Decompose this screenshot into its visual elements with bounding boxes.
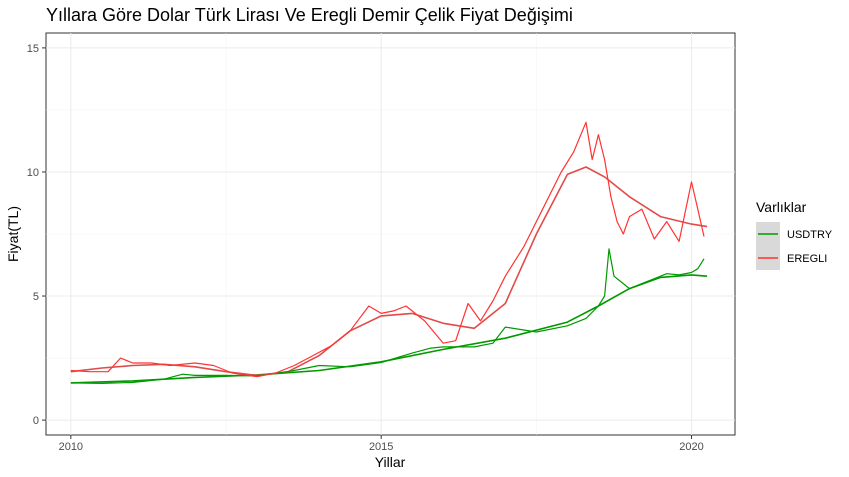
y-tick-label: 10 (27, 167, 39, 179)
x-tick-label: 2010 (59, 441, 83, 453)
chart-title: Yıllara Göre Dolar Türk Lirası Ve Eregli… (46, 5, 573, 25)
legend: Varlıklar USDTRY EREGLI (756, 199, 833, 270)
trend-line (70, 166, 708, 377)
y-tick-label: 0 (33, 415, 39, 427)
tick-layer: 2010 2015 2020 0 5 10 15 (27, 43, 704, 453)
x-axis-title: Yillar (375, 454, 406, 470)
x-tick-label: 2015 (369, 441, 393, 453)
legend-title: Varlıklar (756, 199, 807, 215)
series-line-eregli (70, 121, 705, 378)
y-tick-label: 5 (33, 291, 39, 303)
y-tick-label: 15 (27, 43, 39, 55)
series-layer (70, 121, 705, 384)
series-line-usdtry (70, 248, 705, 384)
grid-layer (46, 33, 735, 435)
legend-label-usdtry: USDTRY (787, 229, 833, 241)
x-tick-label: 2020 (679, 441, 703, 453)
trend-line (70, 274, 708, 384)
legend-label-eregli: EREGLI (787, 253, 827, 265)
y-axis-title: Fiyat(TL) (5, 206, 21, 262)
trend-layer (70, 166, 708, 384)
